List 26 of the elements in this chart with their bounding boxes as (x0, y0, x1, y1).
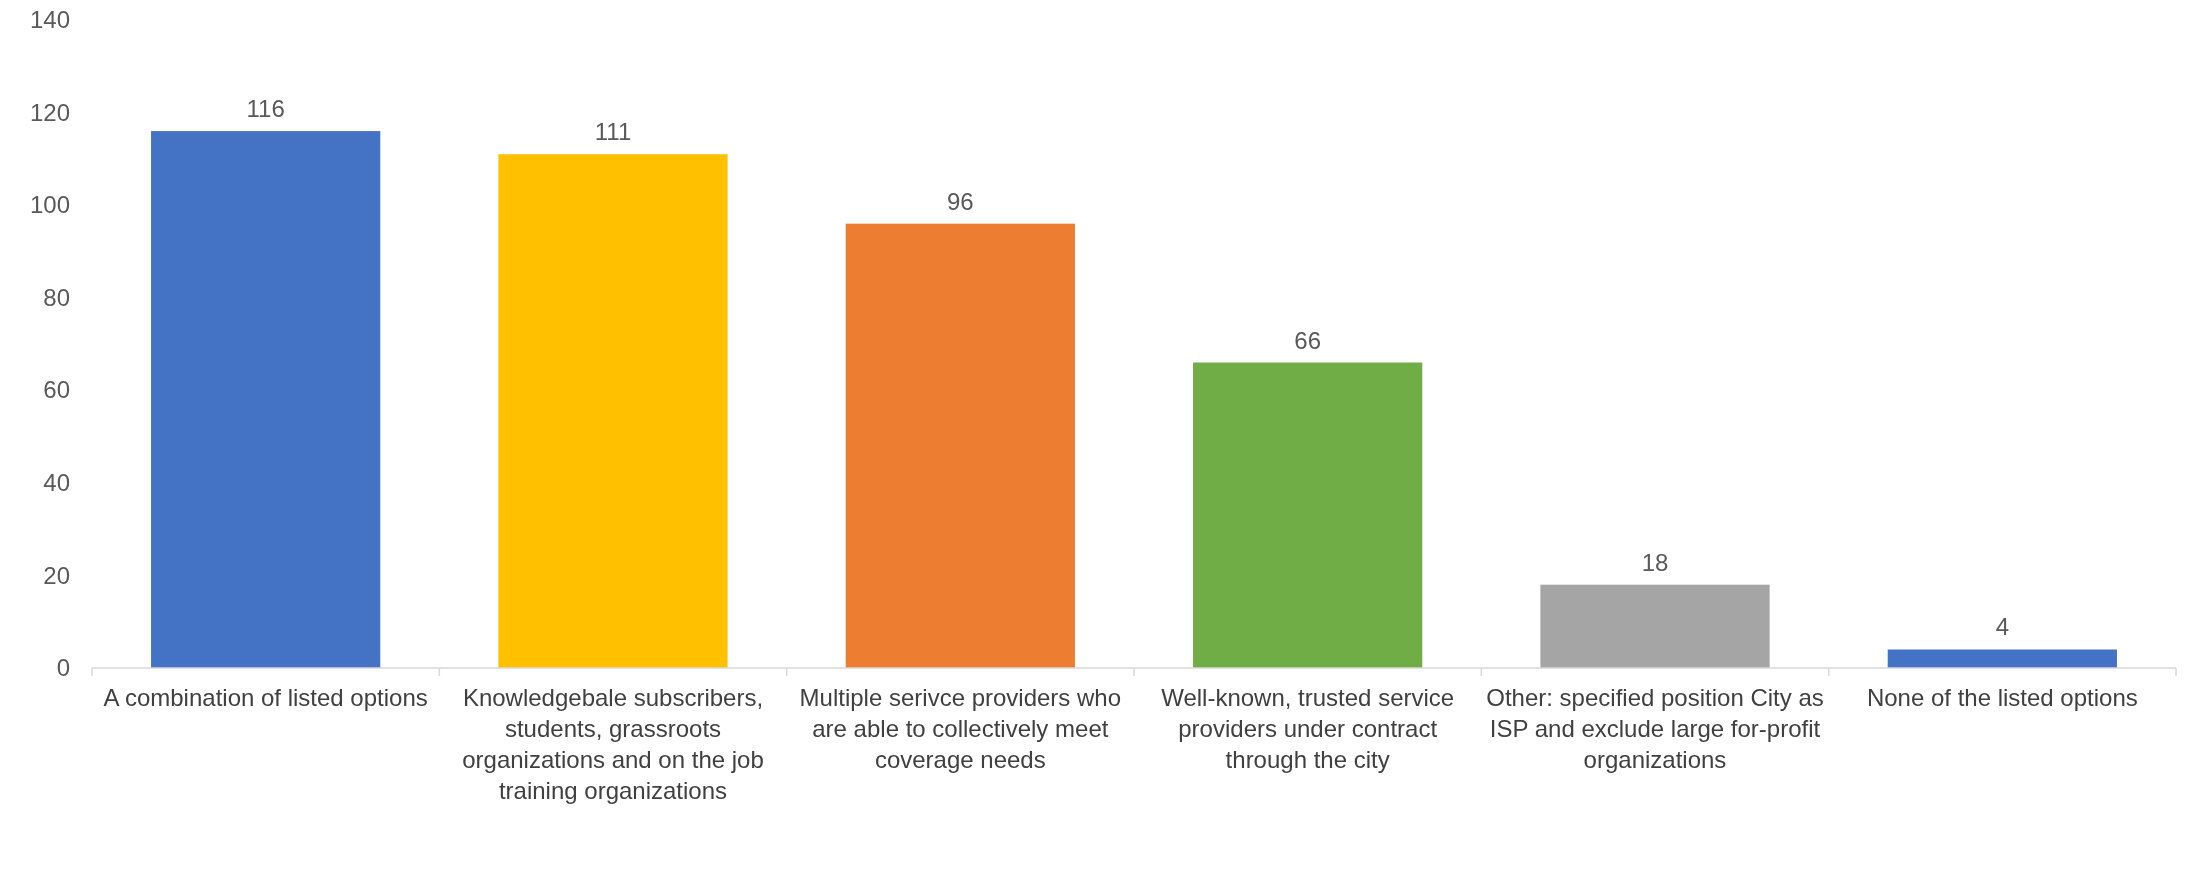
data-label: 66 (1294, 326, 1322, 354)
y-tick-label: 140 (29, 6, 70, 34)
y-tick-label: 20 (43, 561, 70, 589)
bar (498, 154, 728, 668)
y-tick-label: 100 (29, 191, 70, 219)
data-label: 96 (946, 187, 974, 215)
y-tick-label: 60 (43, 376, 70, 404)
data-label: 18 (1641, 548, 1669, 576)
y-tick-label: 120 (29, 98, 70, 126)
x-tick-label: A combination of listed options (103, 684, 428, 711)
y-tick-label: 0 (56, 654, 70, 682)
y-tick-label: 80 (43, 283, 70, 311)
bar (1887, 649, 2117, 668)
bar (151, 131, 381, 668)
data-label: 111 (594, 118, 632, 146)
x-tick-label: Well-known, trusted service providers under contract through the city (1161, 684, 1455, 773)
x-tick-label: Knowledgebale subscribers, students, grassroots organizations and on the job training organizations (462, 684, 764, 804)
bar (1193, 362, 1423, 668)
bar (1540, 584, 1770, 668)
x-tick-label: Other: specified position City as ISP and exclude large for-profit organizations (1486, 684, 1824, 773)
bar (845, 223, 1075, 668)
data-label: 4 (1995, 613, 2010, 641)
y-tick-label: 40 (43, 469, 70, 497)
x-tick-label: None of the listed options (1866, 684, 2138, 711)
x-tick-label: Multiple serivce providers who are able to collectively meet coverage needs (799, 684, 1122, 773)
data-label: 116 (246, 95, 285, 123)
